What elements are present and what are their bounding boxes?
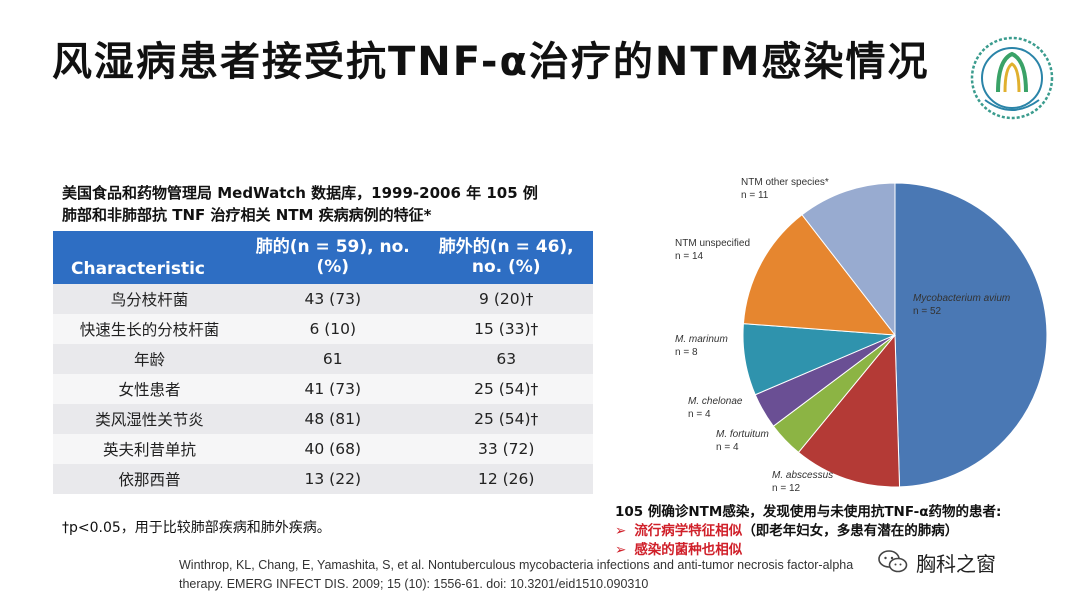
- pie-slice-count: n = 4: [688, 409, 711, 420]
- arrow-bullet-icon: ➢: [615, 523, 627, 539]
- pie-slice-label: NTM unspecified: [675, 238, 750, 249]
- finding-heading: 105 例确诊NTM感染，发现使用与未使用抗TNF-α药物的患者:: [615, 504, 1002, 520]
- row-pulmonary-value: 61: [246, 344, 420, 374]
- column-header-pulmonary: 肺的(n = 59), no. (%): [246, 231, 420, 284]
- row-pulmonary-value: 41 (73): [246, 374, 420, 404]
- pie-slice-count: n = 52: [913, 306, 942, 317]
- row-characteristic: 女性患者: [53, 374, 247, 404]
- pie-slice-label: NTM other species*: [741, 177, 829, 188]
- row-characteristic: 快速生长的分枝杆菌: [53, 314, 247, 344]
- row-pulmonary-value: 48 (81): [246, 404, 420, 434]
- finding-summary: 105 例确诊NTM感染，发现使用与未使用抗TNF-α药物的患者: ➢ 流行病学特…: [615, 503, 1075, 560]
- pie-slice-label: M. marinum: [675, 334, 728, 345]
- column-header-extrapulmonary: 肺外的(n = 46), no. (%): [419, 231, 593, 284]
- row-characteristic: 英夫利昔单抗: [53, 434, 247, 464]
- slide-title: 风湿病患者接受抗TNF-α治疗的NTM感染情况: [52, 39, 930, 85]
- institution-logo: [965, 30, 1060, 135]
- pie-slice-mycobacterium-avium: [894, 182, 1048, 488]
- row-extrapulmonary-value: 33 (72): [419, 434, 593, 464]
- row-extrapulmonary-value: 63: [419, 344, 593, 374]
- pie-slice-count: n = 8: [675, 347, 698, 358]
- table-row: 英夫利昔单抗 40 (68) 33 (72): [53, 434, 593, 464]
- logo-emblem-icon: [970, 36, 1054, 120]
- pie-slice-ntm-unspecified: [742, 214, 897, 336]
- table-header-row: Characteristic 肺的(n = 59), no. (%) 肺外的(n…: [53, 231, 593, 284]
- finding-bullet-highlight: 感染的菌种也相似: [634, 542, 743, 558]
- table-row: 年龄 61 63: [53, 344, 593, 374]
- pie-slice-label: M. fortuitum: [716, 429, 769, 440]
- arrow-bullet-icon: ➢: [615, 542, 627, 558]
- citation-line1: Winthrop, KL, Chang, E, Yamashita, S, et…: [179, 558, 854, 572]
- row-extrapulmonary-value: 9 (20)†: [419, 284, 593, 314]
- finding-bullet-note: （即老年妇女，多患有潜在的肺病）: [742, 523, 959, 539]
- table-caption-line1: 美国食品和药物管理局 MedWatch 数据库，1999-2006 年 105 …: [62, 184, 538, 202]
- row-extrapulmonary-value: 25 (54)†: [419, 404, 593, 434]
- pie-slice-ntm-other-species: [801, 182, 896, 337]
- ntm-species-pie-chart: Mycobacterium avium n = 52 M. abscessus n =…: [675, 177, 1048, 494]
- table-footnote: †p<0.05，用于比较肺部疾病和肺外疾病。: [62, 520, 331, 536]
- pie-slice-count: n = 4: [716, 442, 739, 453]
- row-characteristic: 年龄: [53, 344, 247, 374]
- row-extrapulmonary-value: 25 (54)†: [419, 374, 593, 404]
- row-pulmonary-value: 6 (10): [246, 314, 420, 344]
- table-row: 女性患者 41 (73) 25 (54)†: [53, 374, 593, 404]
- table-row: 快速生长的分枝杆菌 6 (10) 15 (33)†: [53, 314, 593, 344]
- characteristics-table: Characteristic 肺的(n = 59), no. (%) 肺外的(n…: [53, 231, 593, 494]
- pie-slice-label: M. abscessus: [772, 470, 833, 481]
- pie-slice-count: n = 14: [675, 251, 704, 262]
- table-row: 依那西普 13 (22) 12 (26): [53, 464, 593, 494]
- row-pulmonary-value: 13 (22): [246, 464, 420, 494]
- row-characteristic: 类风湿性关节炎: [53, 404, 247, 434]
- column-header-characteristic: Characteristic: [53, 231, 247, 284]
- pie-slice-count: n = 12: [772, 483, 801, 494]
- row-pulmonary-value: 43 (73): [246, 284, 420, 314]
- watermark-text: 胸科之窗: [916, 551, 996, 576]
- pie-slice-m-abscessus: [797, 333, 901, 488]
- row-extrapulmonary-value: 15 (33)†: [419, 314, 593, 344]
- row-characteristic: 鸟分枝杆菌: [53, 284, 247, 314]
- row-extrapulmonary-value: 12 (26): [419, 464, 593, 494]
- finding-bullet: ➢ 流行病学特征相似（即老年妇女，多患有潜在的肺病）: [615, 522, 1075, 541]
- finding-bullet: ➢ 感染的菌种也相似: [615, 541, 1075, 560]
- table-row: 鸟分枝杆菌 43 (73) 9 (20)†: [53, 284, 593, 314]
- pie-slice-label: M. chelonae: [688, 396, 743, 407]
- table-row: 类风湿性关节炎 48 (81) 25 (54)†: [53, 404, 593, 434]
- row-pulmonary-value: 40 (68): [246, 434, 420, 464]
- table-caption-line2: 肺部和非肺部抗 TNF 治疗相关 NTM 疾病病例的特征*: [62, 205, 432, 224]
- citation-line2: therapy. EMERG INFECT DIS. 2009; 15 (10)…: [179, 577, 649, 591]
- row-characteristic: 依那西普: [53, 464, 247, 494]
- pie-slice-count: n = 11: [741, 190, 769, 201]
- pie-slice-label: Mycobacterium avium: [913, 293, 1010, 304]
- table-caption: 美国食品和药物管理局 MedWatch 数据库，1999-2006 年 105 …: [62, 183, 622, 227]
- finding-bullet-highlight: 流行病学特征相似: [634, 523, 743, 539]
- wechat-icon: [878, 550, 908, 573]
- citation: Winthrop, KL, Chang, E, Yamashita, S, et…: [179, 556, 909, 596]
- watermark: 胸科之窗: [878, 545, 1068, 579]
